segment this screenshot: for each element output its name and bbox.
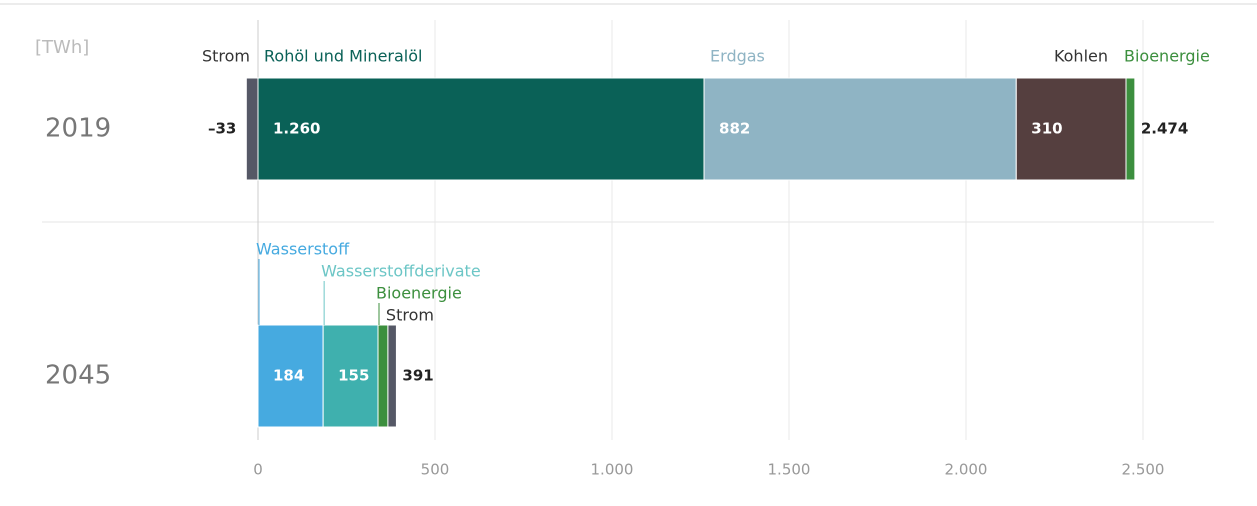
category-label: 2045 — [45, 361, 111, 391]
unit-label: [TWh] — [35, 37, 89, 58]
x-tick-label: 2.500 — [1122, 461, 1165, 479]
x-tick-label: 2.000 — [945, 461, 988, 479]
series-label: Bioenergie — [1124, 47, 1210, 66]
value-label: –33 — [208, 120, 236, 138]
bar-segment — [1125, 77, 1136, 181]
bar-segment — [1015, 77, 1127, 181]
value-label: 1.260 — [273, 120, 320, 138]
value-label: 310 — [1031, 120, 1062, 138]
total-label: 391 — [402, 367, 433, 385]
series-label: Wasserstoff — [256, 240, 350, 259]
bar-segment — [703, 77, 1017, 181]
x-tick-label: 500 — [421, 461, 450, 479]
bar-segment — [387, 324, 397, 428]
value-label: 155 — [338, 367, 369, 385]
bar-segment — [257, 324, 324, 428]
series-label: Erdgas — [710, 47, 765, 66]
value-label: 882 — [719, 120, 750, 138]
bar-segment — [245, 77, 259, 181]
bar-segment — [377, 324, 389, 428]
series-label: Bioenergie — [376, 284, 462, 303]
value-label: 184 — [273, 367, 304, 385]
series-label: Rohöl und Mineralöl — [264, 47, 422, 66]
x-tick-label: 0 — [253, 461, 263, 479]
bar-segment — [322, 324, 379, 428]
series-label: Strom — [386, 306, 434, 325]
series-label: Kohlen — [1054, 47, 1108, 66]
total-label: 2.474 — [1141, 120, 1188, 138]
category-label: 2019 — [45, 114, 111, 144]
bar-segment — [257, 77, 705, 181]
series-label: Wasserstoffderivate — [321, 262, 481, 281]
series-label: Strom — [202, 47, 250, 66]
x-tick-label: 1.000 — [591, 461, 634, 479]
x-tick-label: 1.500 — [768, 461, 811, 479]
